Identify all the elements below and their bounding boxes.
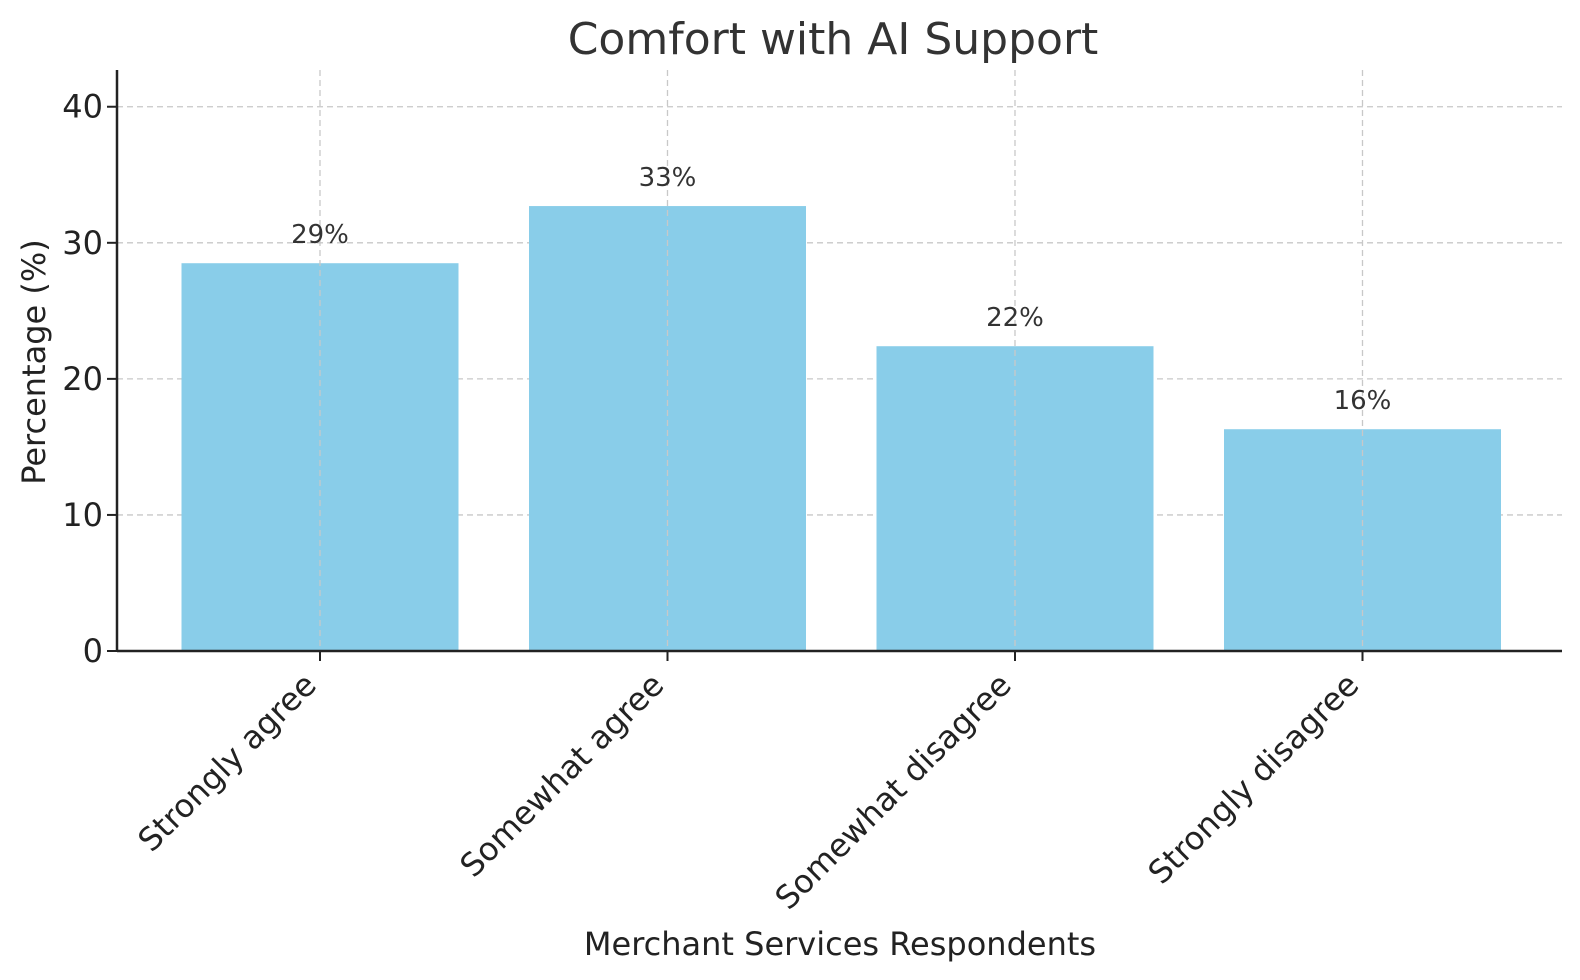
x-tick-label: Somewhat disagree [768,666,1019,917]
y-tick-label: 40 [62,88,103,126]
x-tick-label: Somewhat agree [452,666,671,885]
y-tick-label: 30 [62,224,103,262]
x-axis-label: Merchant Services Respondents [584,925,1096,963]
bar-value-label: 33% [639,163,697,193]
bar-value-label: 29% [291,220,349,250]
bar-value-label: 22% [986,303,1044,333]
y-axis-label: Percentage (%) [15,239,53,485]
y-tick-label: 10 [62,496,103,534]
y-tick-label: 20 [62,360,103,398]
x-tick-label: Strongly disagree [1141,666,1367,892]
bar [181,263,459,651]
y-tick-label: 0 [83,632,103,670]
bar-layer [181,206,1501,652]
x-tick-layer: Strongly agree Somewhat agree Somewhat dis… [130,651,1366,917]
chart-title: Comfort with AI Support [568,14,1099,65]
value-label-layer: 29% 33% 22% 16% [291,70,1391,651]
x-tick-label: Strongly agree [130,666,323,859]
bar-value-label: 16% [1334,386,1392,416]
axes [115,70,1562,653]
y-tick-layer: 0 10 20 30 40 [62,88,117,670]
